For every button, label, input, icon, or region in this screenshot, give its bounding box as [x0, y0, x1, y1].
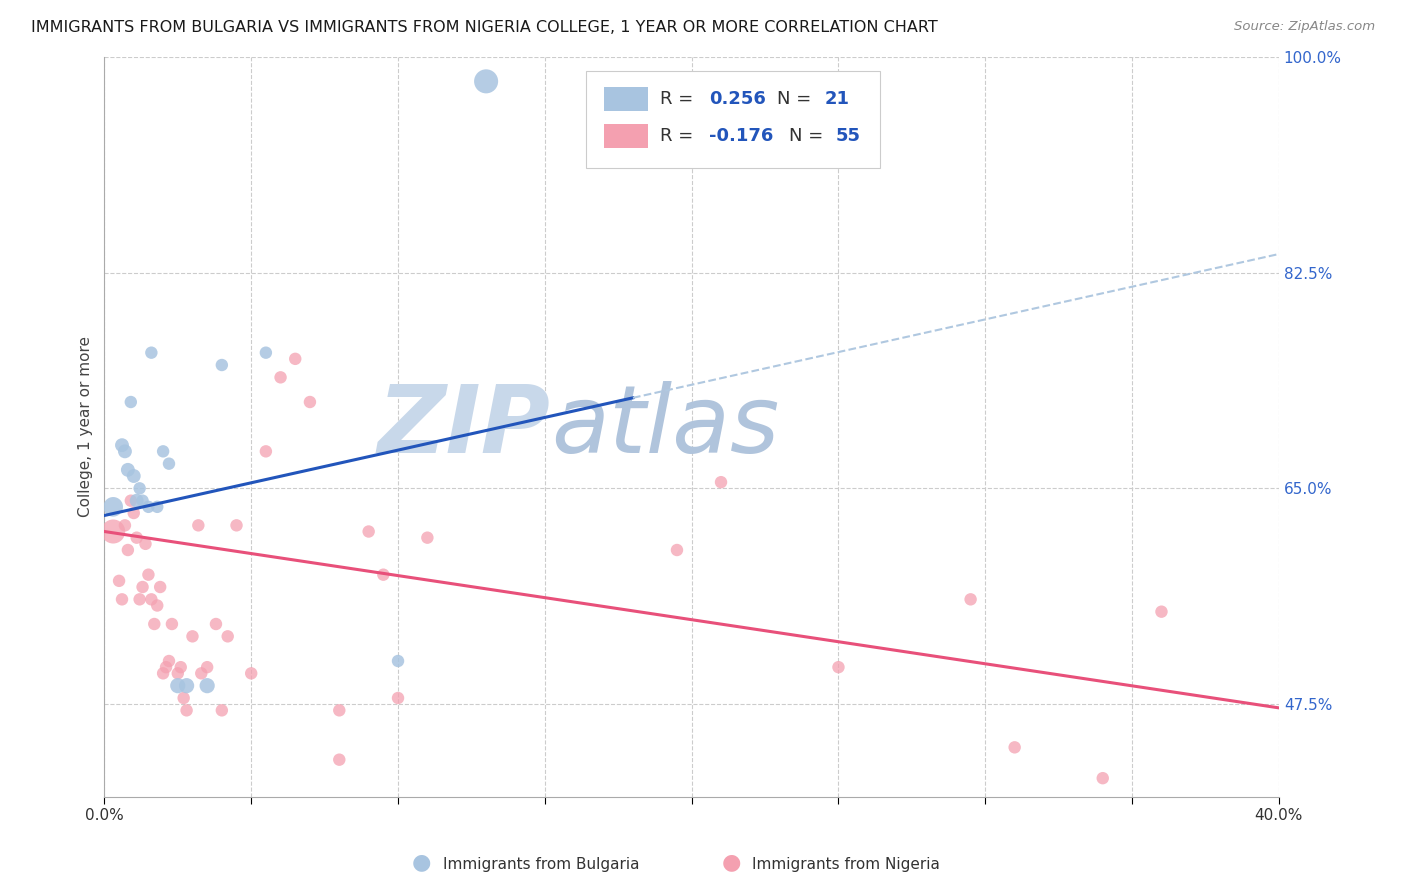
Point	[103, 524, 125, 539]
Point	[117, 463, 139, 477]
Point	[1091, 771, 1114, 785]
Point	[373, 567, 395, 582]
Point	[475, 74, 498, 88]
Point	[166, 679, 188, 693]
Point	[176, 703, 198, 717]
Point	[328, 753, 350, 767]
Point	[120, 395, 142, 409]
Point	[122, 469, 145, 483]
Point	[270, 370, 292, 384]
Point	[446, 827, 468, 841]
Point	[128, 481, 150, 495]
Text: atlas: atlas	[551, 381, 779, 472]
Point	[131, 580, 153, 594]
Point	[254, 345, 277, 359]
Text: N =: N =	[778, 90, 817, 108]
Point	[205, 617, 228, 632]
Point	[166, 666, 188, 681]
Point	[138, 567, 160, 582]
Text: ZIP: ZIP	[378, 381, 551, 473]
Point	[131, 493, 153, 508]
Point	[607, 888, 630, 892]
Point	[146, 500, 169, 514]
Text: Immigrants from Bulgaria: Immigrants from Bulgaria	[443, 857, 640, 872]
Point	[160, 617, 183, 632]
Point	[117, 543, 139, 558]
Point	[125, 493, 148, 508]
Point	[211, 703, 233, 717]
Point	[176, 679, 198, 693]
Point	[146, 599, 169, 613]
Point	[120, 493, 142, 508]
Text: ●: ●	[412, 853, 432, 872]
Point	[138, 500, 160, 514]
Point	[149, 580, 172, 594]
Point	[387, 654, 409, 668]
Point	[157, 654, 180, 668]
Point	[298, 395, 321, 409]
Point	[122, 506, 145, 520]
Text: 21: 21	[824, 90, 849, 108]
FancyBboxPatch shape	[603, 124, 648, 148]
Point	[181, 629, 204, 643]
Text: Immigrants from Nigeria: Immigrants from Nigeria	[752, 857, 941, 872]
Point	[170, 660, 193, 674]
Point	[416, 531, 439, 545]
Text: 55: 55	[837, 127, 860, 145]
Point	[357, 524, 380, 539]
Point	[217, 629, 239, 643]
Text: 0.256: 0.256	[709, 90, 766, 108]
Point	[240, 666, 263, 681]
Point	[710, 475, 733, 490]
Point	[111, 438, 134, 452]
Text: R =: R =	[659, 127, 699, 145]
Point	[665, 543, 688, 558]
Point	[195, 679, 218, 693]
Y-axis label: College, 1 year or more: College, 1 year or more	[79, 336, 93, 517]
Point	[211, 358, 233, 372]
Text: N =: N =	[789, 127, 830, 145]
Point	[152, 666, 174, 681]
Text: ●: ●	[721, 853, 741, 872]
Point	[152, 444, 174, 458]
Point	[108, 574, 131, 588]
Point	[225, 518, 247, 533]
Point	[173, 691, 195, 706]
Text: -0.176: -0.176	[709, 127, 773, 145]
Point	[134, 537, 156, 551]
FancyBboxPatch shape	[603, 87, 648, 111]
Point	[827, 660, 849, 674]
Point	[1150, 605, 1173, 619]
Point	[387, 691, 409, 706]
Point	[562, 802, 585, 816]
Point	[155, 660, 177, 674]
Point	[114, 518, 136, 533]
Point	[505, 814, 527, 829]
Point	[143, 617, 166, 632]
Point	[125, 531, 148, 545]
Point	[190, 666, 212, 681]
Text: IMMIGRANTS FROM BULGARIA VS IMMIGRANTS FROM NIGERIA COLLEGE, 1 YEAR OR MORE CORR: IMMIGRANTS FROM BULGARIA VS IMMIGRANTS F…	[31, 20, 938, 35]
Point	[103, 500, 125, 514]
Point	[111, 592, 134, 607]
Text: Source: ZipAtlas.com: Source: ZipAtlas.com	[1234, 20, 1375, 33]
Point	[284, 351, 307, 366]
Point	[141, 592, 163, 607]
Point	[157, 457, 180, 471]
Point	[141, 345, 163, 359]
Point	[959, 592, 981, 607]
Point	[195, 660, 218, 674]
FancyBboxPatch shape	[586, 71, 880, 168]
Point	[114, 444, 136, 458]
Point	[128, 592, 150, 607]
Point	[328, 703, 350, 717]
Text: R =: R =	[659, 90, 699, 108]
Point	[254, 444, 277, 458]
Point	[187, 518, 209, 533]
Point	[1004, 740, 1026, 755]
